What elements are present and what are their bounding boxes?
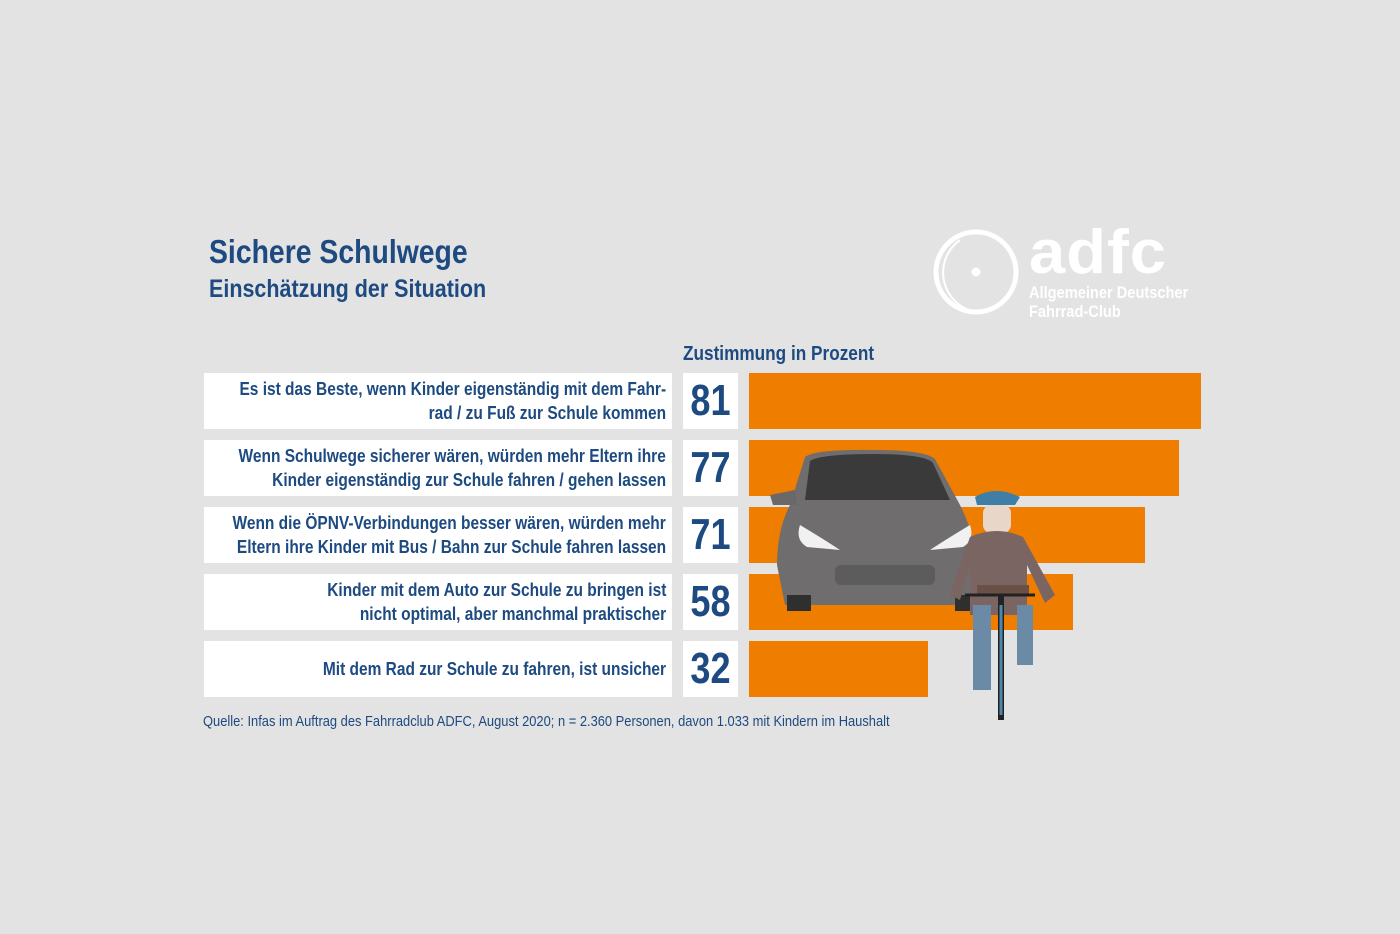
bar bbox=[749, 373, 1201, 429]
data-label: 58 bbox=[683, 574, 738, 630]
adfc-logo-line2: Fahrrad-Club bbox=[1029, 302, 1121, 321]
category-label-line: nicht optimal, aber manchmal praktischer bbox=[359, 604, 666, 624]
category-label: Kinder mit dem Auto zur Schule zu bringe… bbox=[204, 574, 672, 630]
data-label: 32 bbox=[683, 641, 738, 697]
category-label-line: Kinder mit dem Auto zur Schule zu bringe… bbox=[326, 580, 666, 600]
data-label: 77 bbox=[683, 440, 738, 496]
adfc-logo-wordmark: adfc bbox=[1029, 218, 1168, 287]
car-and-cyclist-illustration bbox=[770, 449, 1055, 720]
chart-subtitle: Einschätzung der Situation bbox=[209, 275, 487, 303]
category-label: Es ist das Beste, wenn Kinder eigenständ… bbox=[204, 373, 672, 429]
data-label-value: 71 bbox=[690, 510, 731, 559]
category-label-line: Wenn Schulwege sicherer wären, würden me… bbox=[238, 446, 666, 466]
chart-title: Sichere Schulwege bbox=[209, 233, 468, 270]
data-label-value: 81 bbox=[690, 376, 731, 425]
category-label-line: Eltern ihre Kinder mit Bus / Bahn zur Sc… bbox=[236, 537, 666, 557]
data-label-value: 58 bbox=[690, 577, 731, 626]
category-label: Wenn Schulwege sicherer wären, würden me… bbox=[204, 440, 672, 496]
source-note: Quelle: Infas im Auftrag des Fahrradclub… bbox=[203, 713, 890, 730]
data-label-value: 32 bbox=[690, 644, 731, 693]
data-label-value: 77 bbox=[690, 443, 731, 492]
category-label-line: rad / zu Fuß zur Schule kommen bbox=[428, 403, 666, 423]
category-label-line: Wenn die ÖPNV-Verbindungen besser wären,… bbox=[232, 513, 666, 533]
adfc-logo-wheel-icon bbox=[933, 229, 1019, 315]
cyclist-illustration bbox=[950, 491, 1055, 720]
data-label: 81 bbox=[683, 373, 738, 429]
axis-label: Zustimmung in Prozent bbox=[683, 343, 875, 365]
category-label-line: Es ist das Beste, wenn Kinder eigenständ… bbox=[239, 379, 666, 399]
category-label-line: Mit dem Rad zur Schule zu fahren, ist un… bbox=[322, 659, 666, 679]
category-label: Mit dem Rad zur Schule zu fahren, ist un… bbox=[204, 641, 672, 697]
car-illustration bbox=[770, 449, 979, 611]
category-label: Wenn die ÖPNV-Verbindungen besser wären,… bbox=[204, 507, 672, 563]
category-label-line: Kinder eigenständig zur Schule fahren / … bbox=[272, 470, 666, 490]
bar bbox=[749, 641, 928, 697]
adfc-logo-line1: Allgemeiner Deutscher bbox=[1029, 283, 1189, 302]
data-label: 71 bbox=[683, 507, 738, 563]
